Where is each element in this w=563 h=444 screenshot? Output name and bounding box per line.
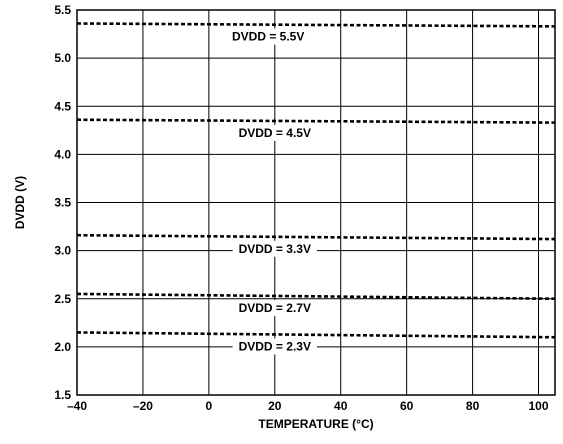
y-tick-label: 3.5 — [54, 196, 71, 210]
y-tick-label: 5.5 — [54, 3, 71, 17]
tick-label-layer: –40 –20 0 20 40 60 80 100 1.5 2.0 2.5 3.0 3.5 4.0 4.5 5… — [54, 3, 549, 413]
series-line — [76, 118, 556, 124]
series-line — [76, 331, 556, 339]
x-tick-label: 80 — [466, 399, 480, 413]
series-line — [76, 292, 556, 301]
x-tick-label: –40 — [67, 399, 87, 413]
series-line — [76, 22, 556, 28]
series-label: DVDD = 3.3V — [239, 242, 311, 256]
x-tick-label: 20 — [268, 399, 282, 413]
y-axis-title: DVDD (V) — [13, 176, 27, 229]
y-tick-label: 3.0 — [54, 244, 71, 258]
plot-frame — [76, 9, 556, 396]
series-layer — [76, 22, 556, 339]
y-tick-label: 1.5 — [54, 388, 71, 402]
x-tick-label: –20 — [133, 399, 153, 413]
series-label: DVDD = 2.7V — [239, 301, 311, 315]
x-tick-label: 60 — [400, 399, 414, 413]
x-axis-title: TEMPERATURE (°C) — [258, 417, 373, 431]
series-label-background — [232, 299, 317, 316]
y-tick-label: 2.0 — [54, 340, 71, 354]
series-label-background — [232, 240, 317, 257]
series-label: DVDD = 2.3V — [239, 339, 311, 353]
x-tick-label: 0 — [206, 399, 213, 413]
x-tick-label: 40 — [334, 399, 348, 413]
series-label-layer: DVDD = 5.5V DVDD = 4.5V DVDD = 3.3V DVDD = … — [226, 28, 317, 355]
series-label-background — [232, 124, 317, 141]
y-tick-label: 5.0 — [54, 51, 71, 65]
series-label-background — [226, 28, 311, 45]
x-tick-label: 100 — [529, 399, 549, 413]
series-line — [76, 233, 556, 241]
y-tick-label: 4.0 — [54, 147, 71, 161]
series-label: DVDD = 4.5V — [239, 126, 311, 140]
y-tick-label: 2.5 — [54, 292, 71, 306]
grid-layer — [77, 10, 555, 395]
y-tick-label: 4.5 — [54, 99, 71, 113]
series-label-background — [232, 338, 317, 355]
series-label: DVDD = 5.5V — [232, 30, 304, 44]
